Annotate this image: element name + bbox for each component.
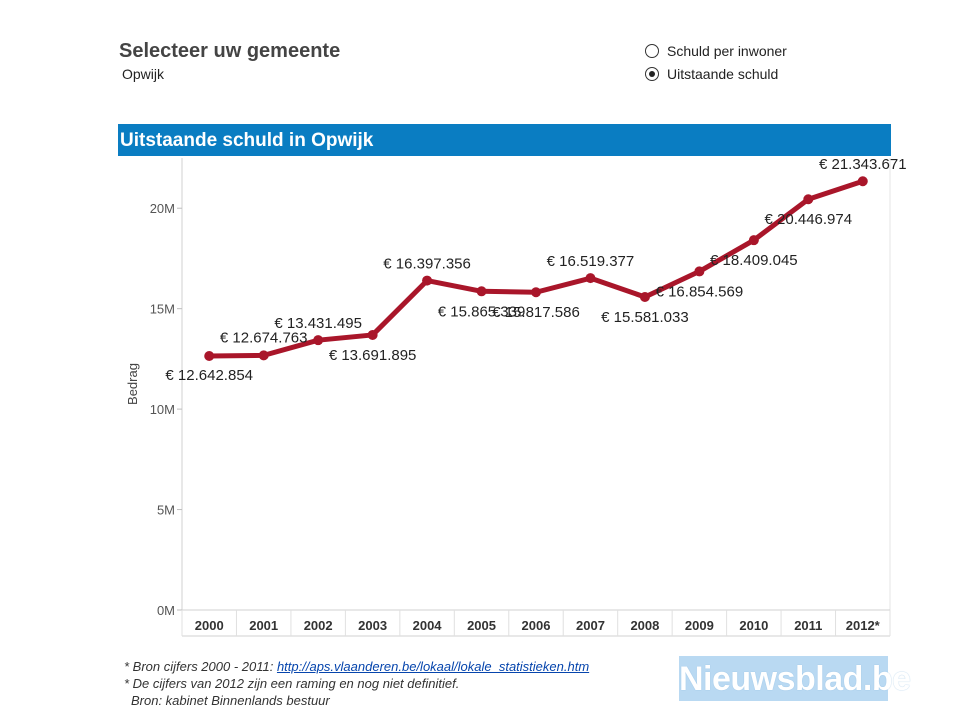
x-tick-label: 2008	[630, 618, 659, 633]
chart-title: Uitstaande schuld in Opwijk	[118, 124, 891, 156]
data-label: € 13.691.895	[329, 347, 417, 364]
municipality-selector-value[interactable]: Opwijk	[122, 66, 165, 82]
metric-radio-group: Schuld per inwoner Uitstaande schuld	[645, 40, 787, 86]
data-point	[367, 329, 378, 340]
x-tick-label: 2003	[358, 618, 387, 633]
footnote-source-prefix: * Bron cijfers 2000 - 2011:	[124, 659, 277, 674]
data-label: € 13.431.495	[274, 315, 362, 332]
data-label: € 12.642.854	[165, 367, 253, 384]
footnote-source-line: * Bron cijfers 2000 - 2011: http://aps.v…	[124, 658, 589, 675]
data-point	[313, 335, 324, 346]
x-tick-label: 2010	[739, 618, 768, 633]
data-label: € 20.446.974	[765, 211, 853, 228]
nieuwsblad-logo[interactable]: Nieuwsblad.be	[679, 656, 911, 701]
data-label: € 15.581.033	[601, 309, 689, 326]
y-tick-label: 15M	[150, 302, 175, 317]
x-tick-label: 2011	[794, 618, 822, 633]
footnotes: * Bron cijfers 2000 - 2011: http://aps.v…	[124, 658, 589, 709]
radio-label-per-inhabitant: Schuld per inwoner	[667, 43, 787, 59]
data-label: € 16.397.356	[383, 256, 471, 273]
data-point	[857, 176, 868, 187]
radio-option-per-inhabitant[interactable]: Schuld per inwoner	[645, 40, 787, 62]
footnote-source-cabinet: Bron: kabinet Binnenlands bestuur	[131, 693, 330, 708]
y-tick-label: 0M	[157, 603, 175, 618]
data-point	[422, 275, 433, 286]
data-label: € 16.854.569	[656, 283, 744, 300]
x-tick-label: 2005	[467, 618, 496, 633]
x-tick-label: 2000	[195, 618, 224, 633]
x-tick-label: 2004	[413, 618, 443, 633]
y-tick-label: 20M	[150, 201, 175, 216]
radio-label-outstanding-debt: Uitstaande schuld	[667, 66, 779, 82]
x-tick-label: 2002	[304, 618, 333, 633]
data-point	[531, 287, 541, 298]
data-point	[258, 350, 269, 361]
source-link[interactable]: http://aps.vlaanderen.be/lokaal/lokale_s…	[276, 659, 590, 674]
x-tick-label: 2012*	[846, 618, 881, 633]
data-label: € 15.817.586	[492, 304, 580, 321]
radio-option-outstanding-debt[interactable]: Uitstaande schuld	[645, 63, 787, 85]
radio-button-per-inhabitant[interactable]	[645, 44, 659, 58]
data-point	[803, 194, 814, 205]
data-label: € 21.343.671	[819, 156, 907, 173]
data-point	[694, 266, 705, 277]
data-label: € 16.519.377	[547, 253, 635, 270]
data-point	[476, 286, 487, 297]
x-tick-label: 2007	[576, 618, 605, 633]
y-axis-label: Bedrag	[125, 363, 140, 405]
data-point	[204, 351, 215, 362]
municipality-selector-title: Selecteer uw gemeente	[119, 40, 341, 62]
x-tick-label: 2001	[249, 618, 278, 633]
footnote-estimate-note: * De cijfers van 2012 zijn een raming en…	[124, 676, 460, 691]
data-label: € 18.409.045	[710, 252, 798, 269]
y-tick-label: 10M	[150, 402, 175, 417]
data-point	[639, 291, 650, 302]
y-tick-label: 5M	[157, 503, 175, 518]
data-point	[748, 235, 759, 246]
data-point	[585, 273, 596, 284]
x-tick-label: 2009	[685, 618, 714, 633]
data-label: € 12.674.763	[220, 329, 308, 346]
data-label: € 15.865.339	[438, 303, 526, 320]
radio-button-outstanding-debt[interactable]	[645, 67, 659, 81]
x-tick-label: 2006	[522, 618, 551, 633]
